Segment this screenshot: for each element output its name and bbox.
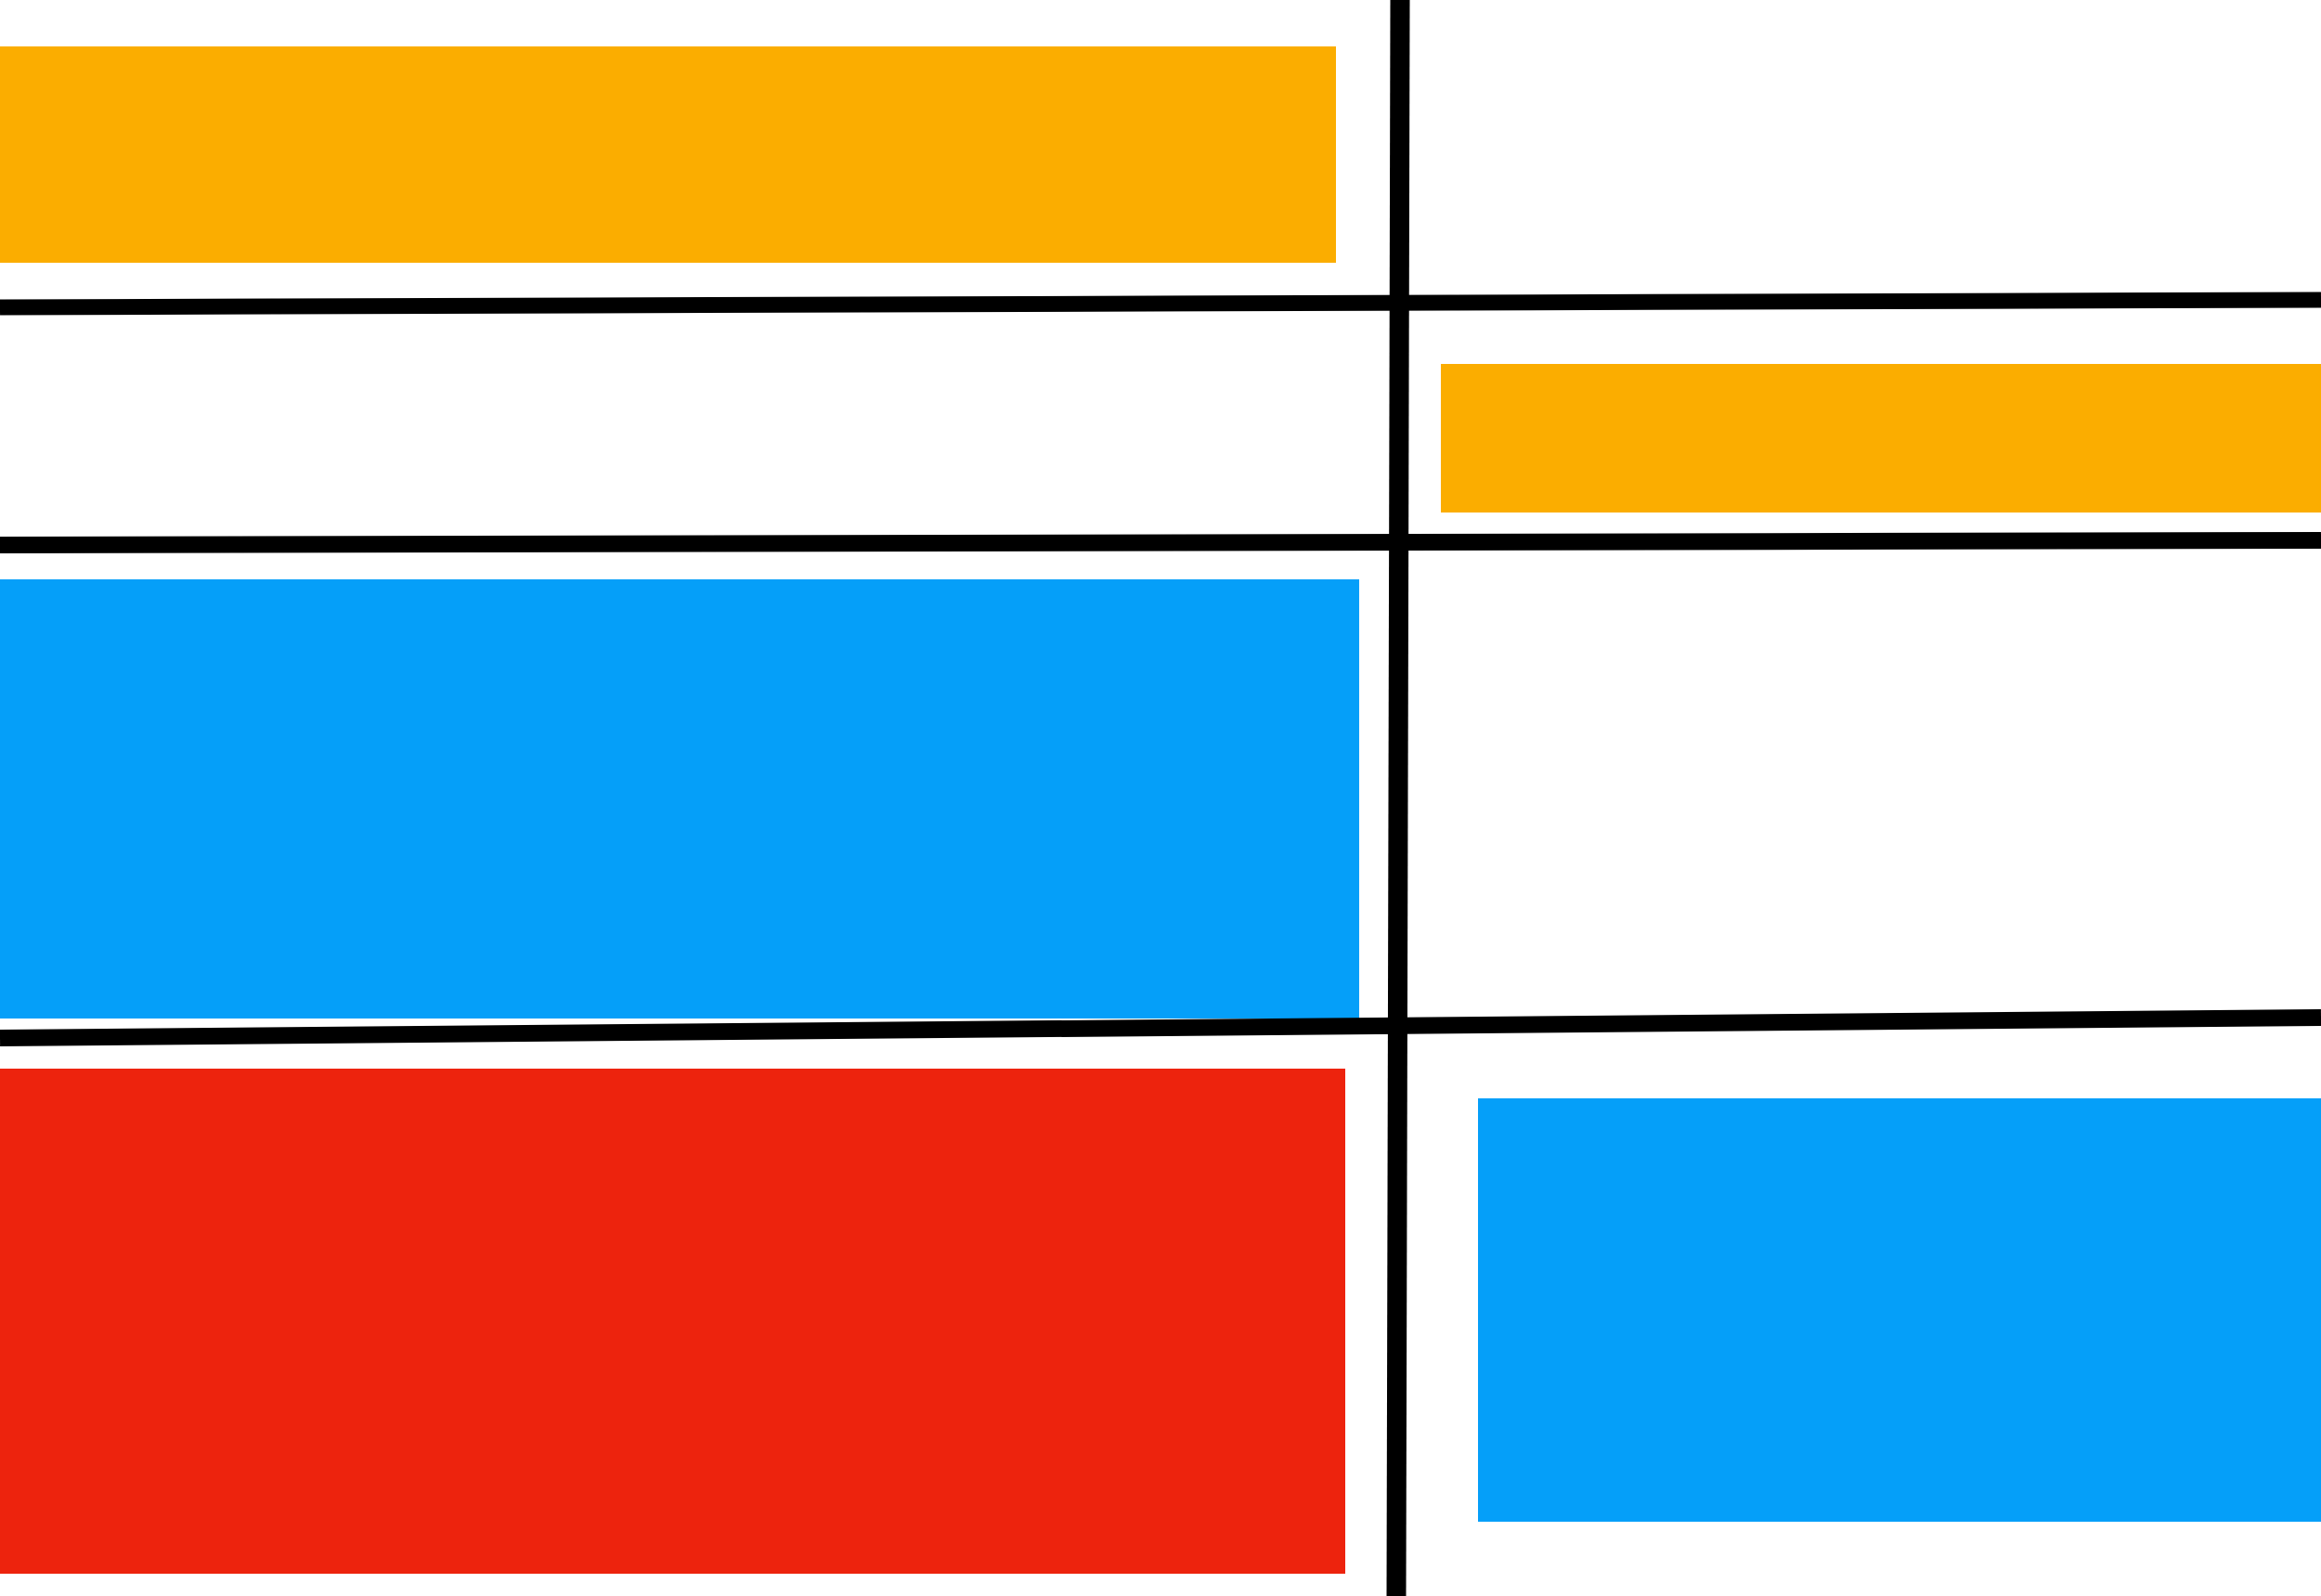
vertical-divider-line bbox=[1386, 0, 1410, 1596]
blue-bar-bottom-right bbox=[1478, 1098, 2321, 1522]
orange-bar-right bbox=[1441, 364, 2321, 513]
horizontal-line-lower bbox=[0, 1009, 2321, 1046]
horizontal-line-top bbox=[0, 292, 2321, 316]
horizontal-line-middle bbox=[0, 532, 2321, 553]
red-bar-left bbox=[0, 1069, 1345, 1574]
blue-bar-left bbox=[0, 579, 1359, 1019]
orange-bar-top-left bbox=[0, 46, 1336, 263]
